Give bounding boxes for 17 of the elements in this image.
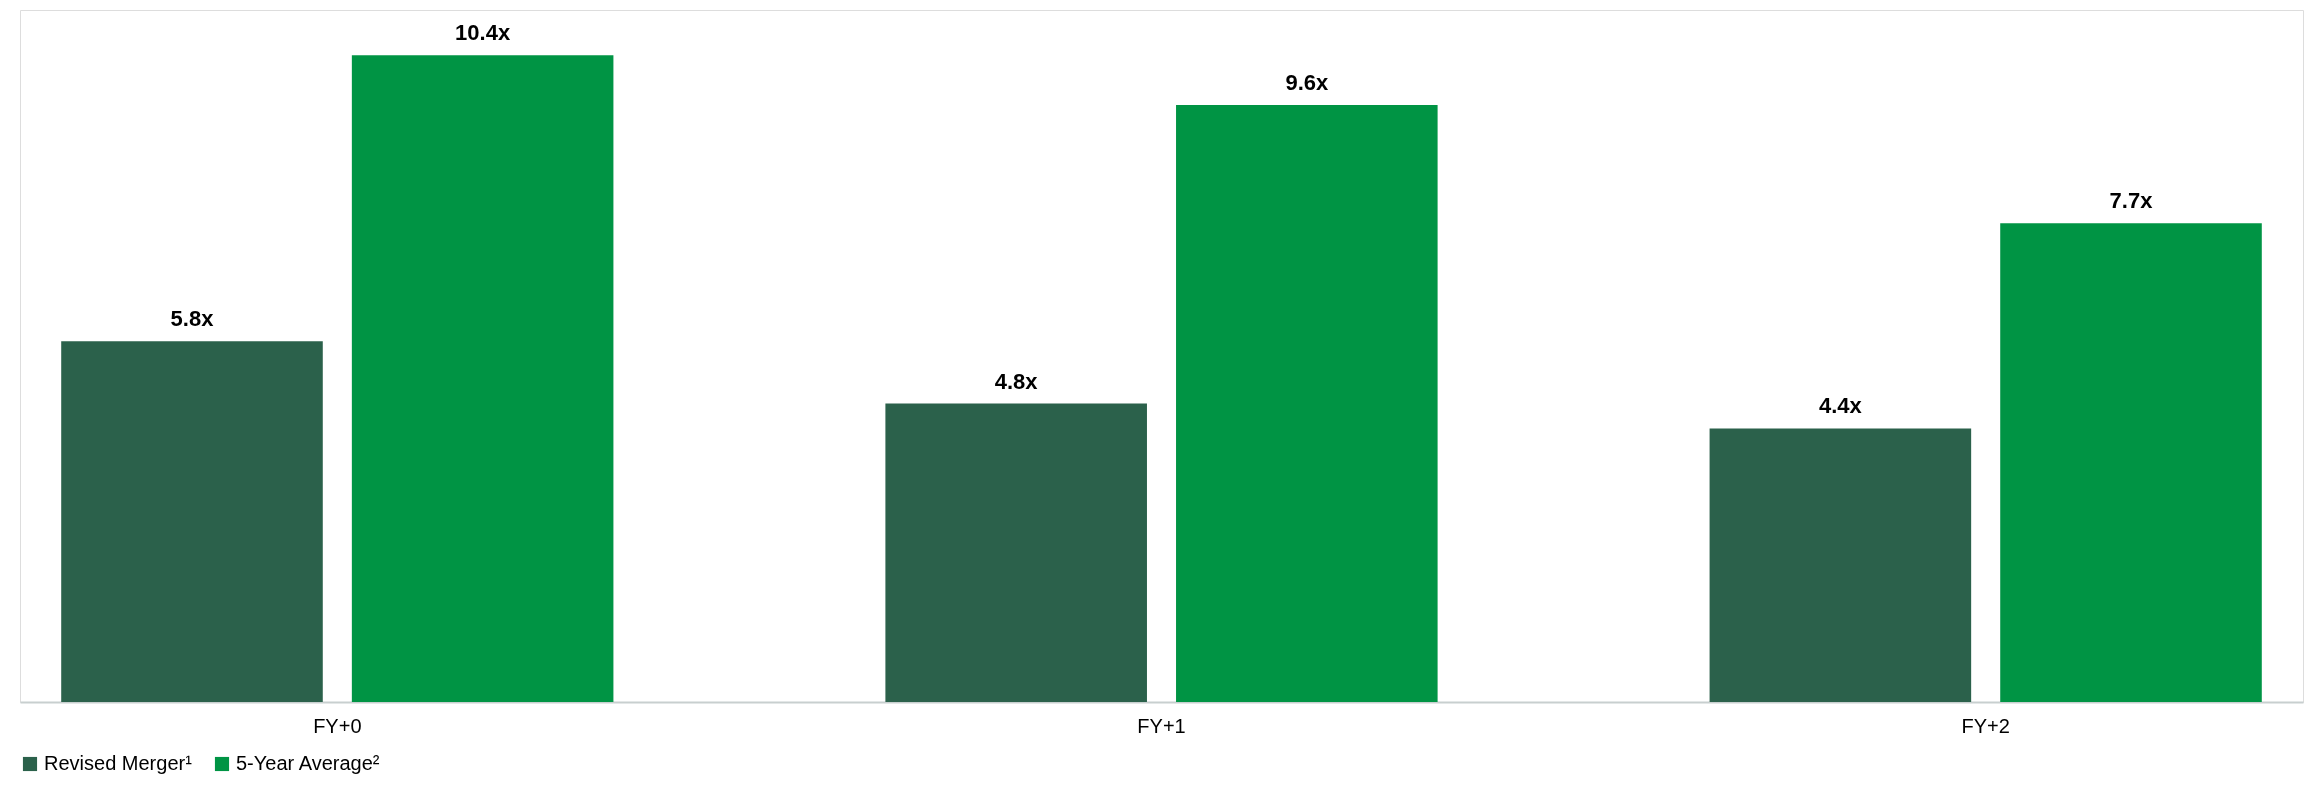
data-label: 4.4x (1818, 393, 1863, 419)
bar (61, 341, 323, 702)
legend-label: Revised Merger¹ (44, 752, 193, 774)
bar (351, 55, 614, 702)
data-label: 9.6x (1285, 70, 1329, 96)
bar (1709, 428, 1972, 702)
data-label: 10.4x (455, 20, 511, 46)
bar (1176, 105, 1438, 702)
legend-label: 5-Year Average² (236, 752, 380, 774)
data-label: 7.7x (2109, 188, 2154, 214)
x-tick-label: FY+1 (1137, 714, 1186, 737)
data-label: 4.8x (994, 368, 1039, 394)
x-tick-label: FY+0 (313, 714, 362, 737)
x-tick-label: FY+2 (1961, 714, 2010, 737)
bar (2000, 223, 2262, 702)
bar (885, 403, 1147, 702)
data-label: 5.8x (170, 306, 215, 332)
